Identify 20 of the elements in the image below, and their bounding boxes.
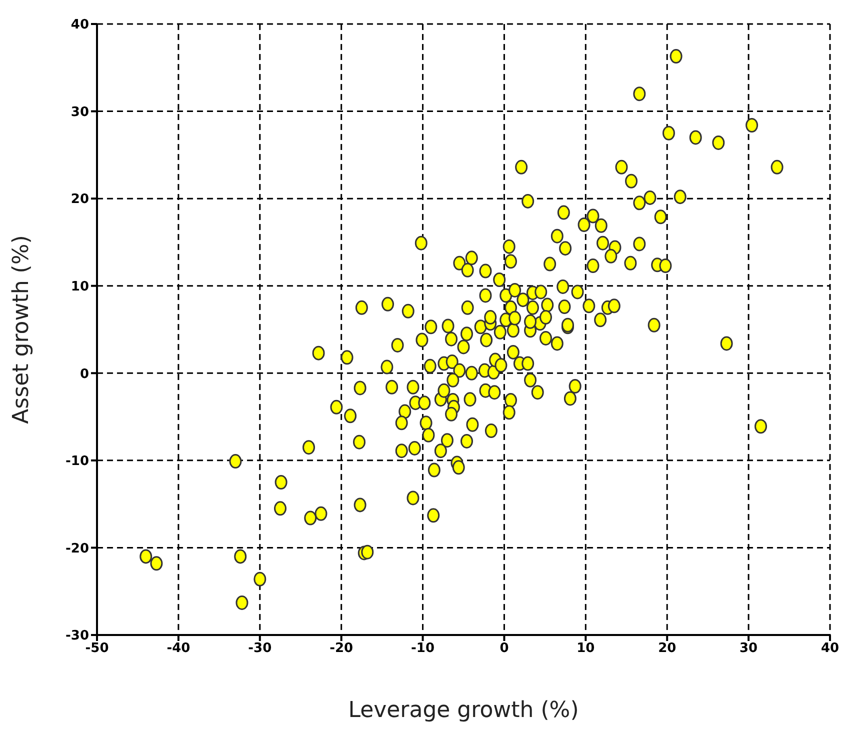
x-tick-label: 0	[500, 641, 509, 656]
x-tick-label: -10	[411, 641, 435, 656]
y-tick-label: -20	[66, 541, 89, 556]
y-tick-label: -30	[66, 628, 89, 644]
y-tick-label: 20	[70, 192, 89, 208]
y-tick-label: 30	[70, 104, 89, 120]
y-tick-label: 40	[70, 18, 89, 33]
x-tick-label: 10	[576, 641, 595, 656]
y-tick-label: 0	[80, 366, 89, 382]
y-axis-title: Asset growth (%)	[8, 235, 34, 424]
x-tick-label: -40	[166, 641, 190, 656]
x-tick-label: 40	[820, 641, 840, 656]
x-axis-title: Leverage growth (%)	[348, 698, 579, 723]
x-tick-label: -30	[248, 641, 272, 656]
x-tick-label: -50	[85, 641, 109, 656]
x-tick-label: 20	[658, 641, 676, 656]
x-tick-label: -20	[330, 641, 354, 656]
y-tick-label: 10	[70, 279, 89, 294]
x-tick-label: 30	[740, 641, 758, 656]
y-tick-label: -10	[66, 454, 89, 470]
